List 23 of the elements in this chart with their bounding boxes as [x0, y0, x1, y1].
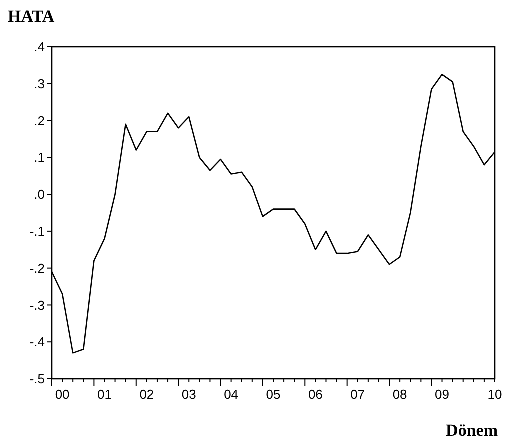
- x-tick-label: 01: [98, 387, 112, 402]
- x-tick-label: 07: [350, 387, 366, 402]
- y-tick-label: -.2: [30, 260, 45, 276]
- x-tick-label: 04: [224, 387, 239, 402]
- y-tick-label: .0: [34, 187, 45, 202]
- y-tick-label: -.4: [30, 334, 45, 350]
- y-tick-label: .1: [34, 150, 45, 166]
- y-tick-label: .2: [34, 113, 45, 128]
- chart-title: HATA: [8, 7, 56, 26]
- x-tick-label: 08: [392, 387, 408, 402]
- x-tick-label: 06: [308, 387, 323, 402]
- x-tick-label: 09: [435, 387, 450, 402]
- y-tick-label: .4: [34, 40, 45, 55]
- y-tick-label: -.5: [30, 372, 45, 387]
- x-tick-label: 05: [266, 387, 281, 402]
- x-tick-label: 10: [488, 387, 502, 402]
- x-tick-label: 02: [140, 387, 154, 402]
- y-tick-label: -.1: [30, 224, 45, 239]
- x-tick-label: 00: [55, 387, 70, 402]
- x-tick-label: 03: [182, 387, 196, 402]
- y-tick-label: .3: [34, 76, 45, 92]
- x-axis-title: Dönem: [446, 421, 498, 440]
- y-tick-label: -.3: [30, 298, 45, 313]
